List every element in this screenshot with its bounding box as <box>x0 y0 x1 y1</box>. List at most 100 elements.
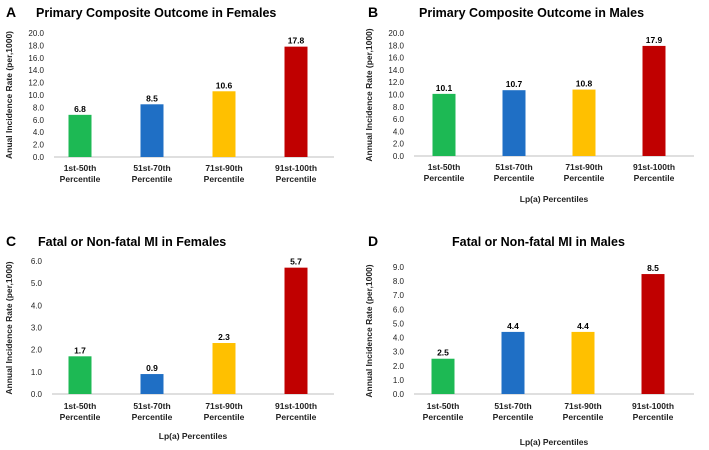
panel-d: D Fatal or Non-fatal MI in Males 0.0 1.0 2.0… <box>354 225 709 450</box>
bar-3 <box>571 331 595 394</box>
category-label: 91st-100th Percentile <box>633 162 675 183</box>
chart-title-b: Primary Composite Outcome in Males <box>419 6 644 20</box>
panel-a: A Primary Composite Outcome in Females 0.0… <box>0 0 354 225</box>
y-tick-label: 1.0 <box>393 376 405 385</box>
category-label: 51st-70th Percentile <box>493 401 534 422</box>
y-tick-label: 14.0 <box>388 66 404 75</box>
y-tick-label: 10.0 <box>388 91 404 100</box>
y-tick-label: 8.0 <box>33 103 45 112</box>
x-axis-label: Lp(a) Percentiles <box>159 431 228 441</box>
data-label: 4.4 <box>577 321 589 331</box>
chart-title-d: Fatal or Non-fatal MI in Males <box>452 235 625 249</box>
y-tick-label: 12.0 <box>388 78 404 87</box>
chart-title-a: Primary Composite Outcome in Females <box>36 6 276 20</box>
y-tick-label: 0.0 <box>31 390 43 399</box>
y-tick-label: 18.0 <box>28 41 44 50</box>
y-axis-label: Annual Incidence Rate (per,1000) <box>364 264 374 397</box>
y-tick-label: 18.0 <box>388 41 404 50</box>
bar-2 <box>501 331 525 394</box>
y-tick-label: 4.0 <box>33 128 45 137</box>
data-label: 0.9 <box>146 363 158 373</box>
bar-4 <box>284 46 308 157</box>
data-label: 10.6 <box>216 80 233 90</box>
data-label: 10.8 <box>576 79 593 89</box>
chart-c-svg: C Fatal or Non-fatal MI in Females 0.0 1.0 2… <box>4 233 334 441</box>
category-label: 91st-100th Percentile <box>275 163 317 184</box>
y-tick-label: 8.0 <box>393 277 405 286</box>
y-tick-label: 6.0 <box>33 116 45 125</box>
y-tick-label: 5.0 <box>393 319 405 328</box>
panel-c: C Fatal or Non-fatal MI in Females 0.0 1.0 2… <box>0 225 354 450</box>
data-label: 6.8 <box>74 104 86 114</box>
y-tick-label: 0.0 <box>33 153 45 162</box>
category-label: 1st-50th Percentile <box>424 162 465 183</box>
data-label: 1.7 <box>74 345 86 355</box>
bar-1 <box>68 356 92 394</box>
category-label: 1st-50th Percentile <box>60 401 101 422</box>
bar-4 <box>641 274 665 394</box>
y-tick-label: 2.0 <box>393 140 405 149</box>
y-tick-label: 5.0 <box>31 279 43 288</box>
category-label: 91st-100th Percentile <box>632 401 674 422</box>
chart-title-c: Fatal or Non-fatal MI in Females <box>38 235 226 249</box>
chart-b-svg: B Primary Composite Outcome in Males 0.0 2.… <box>364 4 694 204</box>
y-tick-label: 16.0 <box>388 54 404 63</box>
chart-d-svg: D Fatal or Non-fatal MI in Males 0.0 1.0 2.0… <box>364 233 694 447</box>
y-tick-label: 16.0 <box>28 54 44 63</box>
y-tick-label: 2.0 <box>31 346 43 355</box>
bar-3 <box>212 343 236 394</box>
bar-2 <box>140 374 164 394</box>
data-label: 10.1 <box>436 83 453 93</box>
y-tick-label: 2.0 <box>393 362 405 371</box>
bar-2 <box>502 90 526 156</box>
category-label: 71st-90th Percentile <box>204 401 245 422</box>
y-tick-label: 20.0 <box>388 29 404 38</box>
bar-2 <box>140 104 164 157</box>
y-tick-label: 10.0 <box>28 91 44 100</box>
bar-1 <box>68 114 92 157</box>
y-axis-label: Annual Incidence Rate (per,1000) <box>364 28 374 161</box>
bar-3 <box>572 89 596 156</box>
y-tick-label: 3.0 <box>31 324 43 333</box>
data-label: 8.5 <box>647 263 659 273</box>
bar-3 <box>212 91 236 157</box>
chart-a-svg: A Primary Composite Outcome in Females 0.0… <box>4 4 334 184</box>
y-tick-label: 6.0 <box>393 305 405 314</box>
y-axis-label: Annual Incidence Rate (per,1000) <box>4 261 14 394</box>
bar-1 <box>431 358 455 394</box>
data-label: 2.3 <box>218 332 230 342</box>
category-label: 71st-90th Percentile <box>563 401 604 422</box>
category-label: 51st-70th Percentile <box>132 401 173 422</box>
data-label: 8.5 <box>146 93 158 103</box>
y-tick-label: 20.0 <box>28 29 44 38</box>
y-tick-label: 0.0 <box>393 390 405 399</box>
category-label: 1st-50th Percentile <box>423 401 464 422</box>
y-tick-label: 12.0 <box>28 79 44 88</box>
category-label: 71st-90th Percentile <box>564 162 605 183</box>
data-label: 4.4 <box>507 321 519 331</box>
y-tick-label: 2.0 <box>33 141 45 150</box>
category-label: 91st-100th Percentile <box>275 401 317 422</box>
category-label: 1st-50th Percentile <box>60 163 101 184</box>
y-tick-label: 8.0 <box>393 103 405 112</box>
bar-4 <box>642 45 666 156</box>
y-tick-label: 4.0 <box>393 334 405 343</box>
data-label: 17.9 <box>646 35 663 45</box>
y-tick-label: 4.0 <box>393 127 405 136</box>
panel-letter-c: C <box>6 233 16 249</box>
data-label: 10.7 <box>506 79 523 89</box>
y-tick-label: 1.0 <box>31 368 43 377</box>
y-tick-label: 3.0 <box>393 348 405 357</box>
y-tick-label: 7.0 <box>393 291 405 300</box>
bar-1 <box>432 93 456 156</box>
category-label: 51st-70th Percentile <box>494 162 535 183</box>
bar-4 <box>284 267 308 394</box>
y-tick-label: 0.0 <box>393 152 405 161</box>
x-axis-label: Lp(a) Percentiles <box>520 194 589 204</box>
panel-b: B Primary Composite Outcome in Males 0.0 2.… <box>354 0 709 225</box>
data-label: 2.5 <box>437 348 449 358</box>
data-label: 17.8 <box>288 36 305 46</box>
y-tick-label: 9.0 <box>393 263 405 272</box>
panel-letter-d: D <box>368 233 378 249</box>
